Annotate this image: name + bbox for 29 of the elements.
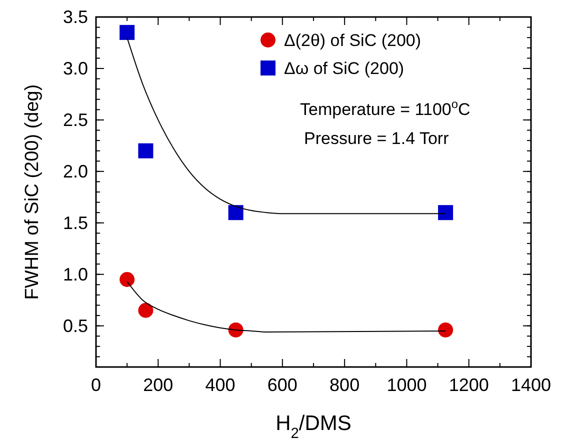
y-tick-label: 0.5 (62, 316, 88, 336)
x-tick-label: 600 (267, 375, 298, 395)
y-tick-label: 3.0 (62, 58, 88, 78)
annotation: Temperature = 1100$^{o}$C (300, 97, 470, 119)
point (138, 143, 154, 158)
y-tick-label: 3.5 (62, 7, 88, 27)
x-tick-label: 800 (330, 375, 360, 395)
y-tick-label: 2.0 (62, 161, 88, 182)
point (120, 272, 135, 287)
x-tick-label: 0 (90, 375, 102, 395)
annotation: Pressure = 1.4 Torr (304, 129, 450, 148)
x-tick-label: 1000 (386, 375, 427, 395)
point (438, 205, 454, 220)
x-tick-label: 1400 (510, 375, 552, 395)
x-tick-label: 1200 (448, 375, 489, 395)
y-tick-label: 1.5 (62, 212, 88, 233)
legend-label: Δ(2θ) of SiC (200) (284, 31, 422, 50)
point (228, 322, 244, 338)
y-axis-title: FWHM of SiC (200) (deg) (22, 84, 43, 300)
x-tick-label: 400 (205, 375, 236, 395)
legend-label: Δω of SiC (200) (284, 59, 404, 78)
point (228, 205, 244, 220)
x-axis-title: H$_{2}$/DMS (276, 412, 352, 442)
y-tick-label: 1.0 (62, 264, 88, 284)
point (438, 322, 454, 338)
x-tick-label: 200 (143, 375, 174, 395)
y-tick-label: 2.5 (62, 110, 88, 130)
point (120, 24, 135, 40)
point (138, 302, 154, 318)
